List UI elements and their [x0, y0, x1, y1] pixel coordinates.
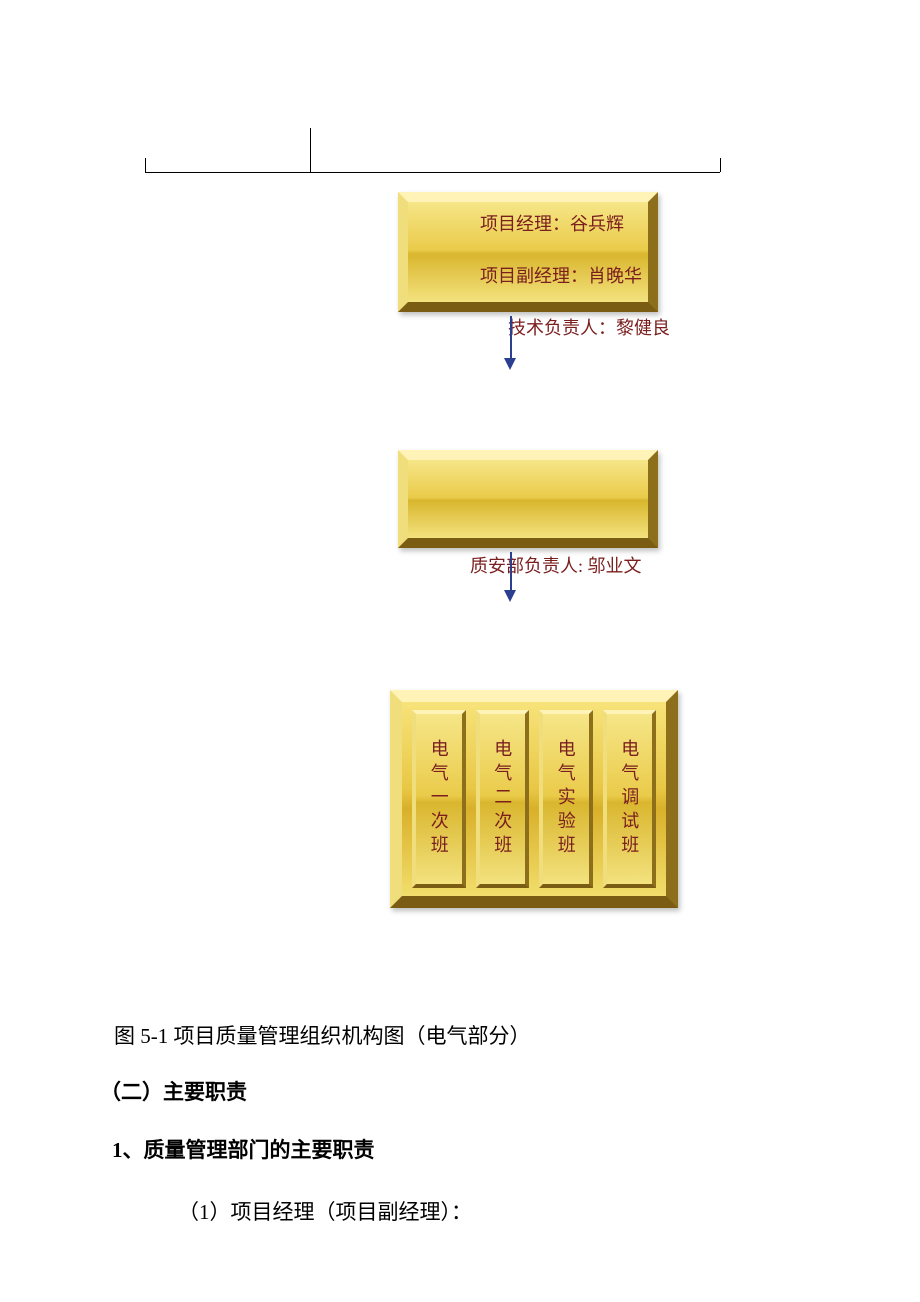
- org-box-teams: 电气一次班 电气二次班 电气实验班 电气调试班: [390, 690, 678, 908]
- team-col-2-label: 电气二次班: [489, 739, 515, 859]
- connector-drop: [310, 128, 311, 172]
- org-box-mid-face: [408, 460, 648, 538]
- team-col-1: 电气一次班: [412, 710, 466, 888]
- sub-1-text: （1）项目经理（项目副经理）：: [178, 1196, 472, 1230]
- item-1-heading: 1、质量管理部门的主要职责: [112, 1134, 375, 1168]
- team-col-1-label: 电气一次班: [426, 739, 452, 859]
- team-col-4: 电气调试班: [603, 710, 657, 888]
- label-qa-lead: 质安部负责人: 邬业文: [470, 552, 642, 578]
- team-col-3-label: 电气实验班: [553, 739, 579, 859]
- arrow-2-line: [510, 552, 512, 592]
- section-heading: （二）主要职责: [100, 1076, 247, 1110]
- connector-hline: [145, 172, 720, 173]
- connector-tick-right: [720, 158, 721, 172]
- arrow-2-head: [504, 590, 516, 602]
- label-deputy-manager: 项目副经理：肖晚华: [480, 262, 642, 288]
- team-col-4-label: 电气调试班: [616, 739, 642, 859]
- label-project-manager: 项目经理：谷兵辉: [480, 210, 624, 236]
- team-col-3: 电气实验班: [539, 710, 593, 888]
- figure-caption: 图 5-1 项目质量管理组织机构图（电气部分）: [114, 1020, 531, 1054]
- org-box-mid: [398, 450, 658, 548]
- team-col-2: 电气二次班: [476, 710, 530, 888]
- arrow-1-head: [504, 358, 516, 370]
- page-root: 项目经理：谷兵辉 项目副经理：肖晚华 技术负责人：黎健良 质安部负责人: 邬业文…: [0, 0, 920, 1302]
- label-tech-lead: 技术负责人：黎健良: [508, 314, 670, 340]
- connector-tick-left: [145, 158, 146, 172]
- arrow-1-line: [510, 316, 512, 360]
